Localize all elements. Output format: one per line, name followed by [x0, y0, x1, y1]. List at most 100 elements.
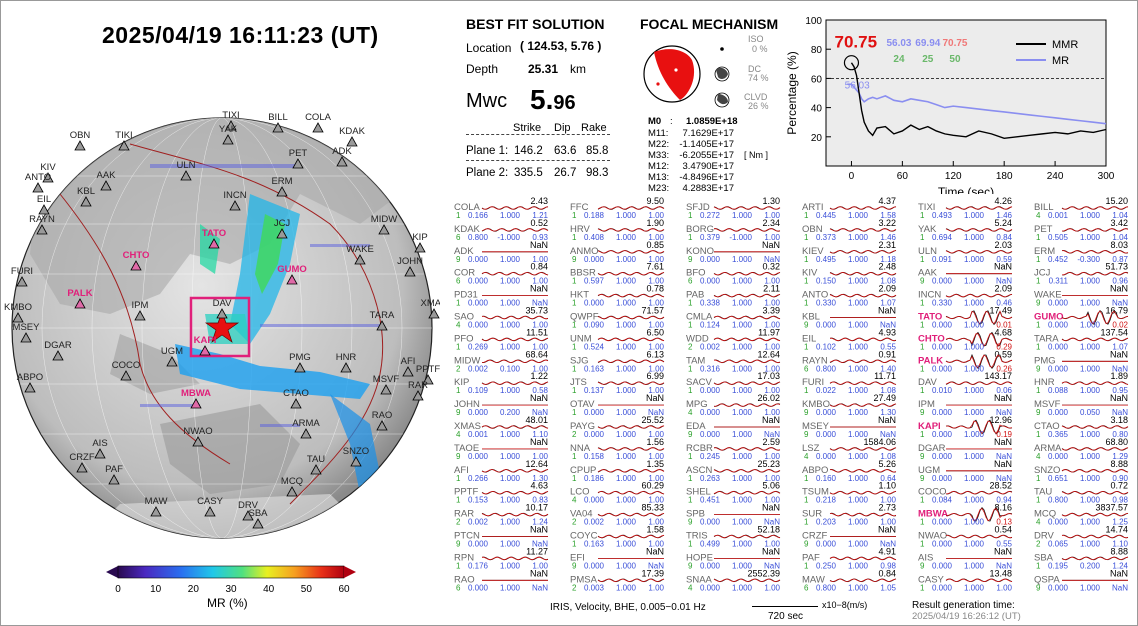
station-code: AIS: [918, 552, 933, 563]
waveform-row: MAW 0.84 6 0.800 1.000 1.05: [802, 568, 897, 592]
moment-value: 7.1629E+17: [682, 128, 734, 139]
corr-value: 0.000: [700, 561, 721, 570]
beachballs: [643, 45, 730, 108]
polarity-value: 1.000: [848, 233, 869, 242]
synthetic-trace: [829, 403, 897, 407]
station-marker: [276, 186, 288, 197]
waveform-row: ADK NaN 9 0.000 1.000 1.00: [454, 240, 549, 264]
station-code: CRZF: [69, 452, 95, 463]
polarity-value: 1.000: [732, 474, 753, 483]
waveform-row: TRIS 52.18 1 0.499 1.000 1.00: [686, 525, 781, 549]
ratio-value: 1.00: [648, 452, 664, 461]
ratio-value: 0.01: [996, 321, 1012, 330]
ratio-value: NaN: [880, 540, 896, 549]
station-code: XMAS: [421, 298, 440, 309]
station-marker: [52, 350, 64, 361]
polarity-value: 0.050: [1080, 408, 1101, 417]
station-code: PALK: [918, 355, 943, 366]
waveform-row: PAF 4.91 1 0.250 1.000 0.98: [802, 546, 897, 570]
weight-value: 9: [804, 408, 809, 417]
polarity-value: 1.000: [1080, 518, 1101, 527]
weight-value: 1: [804, 233, 809, 242]
synthetic-trace: [713, 293, 781, 298]
weight-value: 4: [456, 430, 461, 439]
weight-value: 2: [572, 430, 577, 439]
corr-value: 0.195: [1048, 561, 1069, 570]
polarity-value: 1.000: [848, 321, 869, 330]
weight-value: 1: [804, 277, 809, 286]
waveform-row: SNZO 8.88 1 0.651 1.000 0.90: [1034, 459, 1129, 483]
iso-value: 0 %: [752, 44, 768, 54]
weight-value: 2: [572, 583, 577, 592]
station-code: ULN: [918, 246, 937, 257]
corr-value: 0.000: [468, 452, 489, 461]
station-code: CASY: [197, 496, 224, 507]
event-datetime: 2025/04/19 16:11:23 (UT): [102, 22, 379, 48]
polarity-value: 1.000: [964, 277, 985, 286]
waveform-row: JCJ 51.73 1 0.311 1.000 0.96: [1034, 262, 1129, 286]
waveform-row: AIS NaN 9 0.000 1.000 NaN: [918, 546, 1012, 570]
iso-label: ISO: [748, 34, 764, 44]
weight-value: 1: [804, 342, 809, 351]
station-marker: [229, 200, 241, 211]
waveform-row: HRV 1.90 1 0.408 1.000 1.00: [570, 218, 665, 242]
colorbar: 0 10 20 30 40 50 60: [106, 565, 356, 595]
weight-value: 1: [1036, 386, 1041, 395]
ratio-value: 1.00: [648, 342, 664, 351]
station-code: NWAO: [918, 531, 947, 542]
ratio-value: 1.24: [532, 518, 548, 527]
amplitude: 10.17: [525, 503, 548, 513]
station-code: KDAK: [454, 224, 481, 235]
corr-value: 0.000: [468, 540, 489, 549]
amplitude: 52.18: [757, 525, 780, 535]
station-marker: [199, 345, 211, 356]
ratio-value: NaN: [764, 518, 780, 527]
station-code: SNZO: [1034, 465, 1060, 476]
polarity-value: 1.000: [616, 277, 637, 286]
corr-value: 0.084: [932, 496, 953, 505]
station-code: UGM: [918, 465, 940, 476]
station-code: PMG: [289, 352, 311, 363]
moment-key: M11:: [648, 128, 669, 139]
amplitude: 12.64: [757, 349, 780, 359]
amplitude: 16.79: [1105, 306, 1128, 316]
weight-value: 9: [1036, 299, 1041, 308]
scale-bar: [752, 606, 818, 607]
corr-value: 0.000: [468, 408, 489, 417]
ratio-value: 1.21: [532, 211, 548, 220]
polarity-value: 1.000: [732, 342, 753, 351]
amplitude: 71.57: [641, 306, 664, 316]
polarity-value: 1.000: [616, 255, 637, 264]
ratio-value: 1.00: [764, 386, 780, 395]
ratio-value: 1.07: [1112, 342, 1128, 351]
amplitude: 0.32: [762, 262, 780, 272]
ratio-value: 1.00: [648, 474, 664, 483]
corr-value: 0.269: [468, 342, 489, 351]
corr-value: 0.000: [1048, 518, 1069, 527]
waveform-row: COR 0.84 6 0.000 1.000 1.00: [454, 262, 549, 286]
moment-value: -1.1405E+17: [679, 139, 734, 150]
waveform-row: NWAO 0.54 1 0.000 1.000 0.55: [918, 525, 1013, 549]
moment-value: -4.8496E+17: [679, 172, 734, 183]
polarity-value: 1.000: [732, 408, 753, 417]
weight-value: 1: [804, 561, 809, 570]
hdr-rake: Rake: [581, 122, 607, 134]
corr-value: 0.000: [932, 518, 953, 527]
amplitude: 1584.06: [863, 437, 896, 447]
ratio-value: 1.00: [648, 386, 664, 395]
station-code: KIP: [412, 232, 427, 243]
synthetic-trace: [713, 403, 781, 407]
weight-value: 1: [920, 583, 925, 592]
corr-value: 0.160: [816, 474, 837, 483]
corr-value: 0.250: [816, 561, 837, 570]
amplitude: 0.78: [646, 284, 664, 294]
corr-value: 0.495: [816, 255, 837, 264]
synthetic-trace: [1061, 272, 1129, 276]
station-code: PPTF: [454, 487, 478, 498]
corr-value: 0.000: [816, 430, 837, 439]
polarity-value: 1.000: [964, 430, 985, 439]
station-code: HNR: [336, 352, 357, 363]
waveform-row: INCN 2.09 1 0.330 1.000 0.46: [918, 284, 1013, 308]
station-marker: [216, 308, 228, 319]
